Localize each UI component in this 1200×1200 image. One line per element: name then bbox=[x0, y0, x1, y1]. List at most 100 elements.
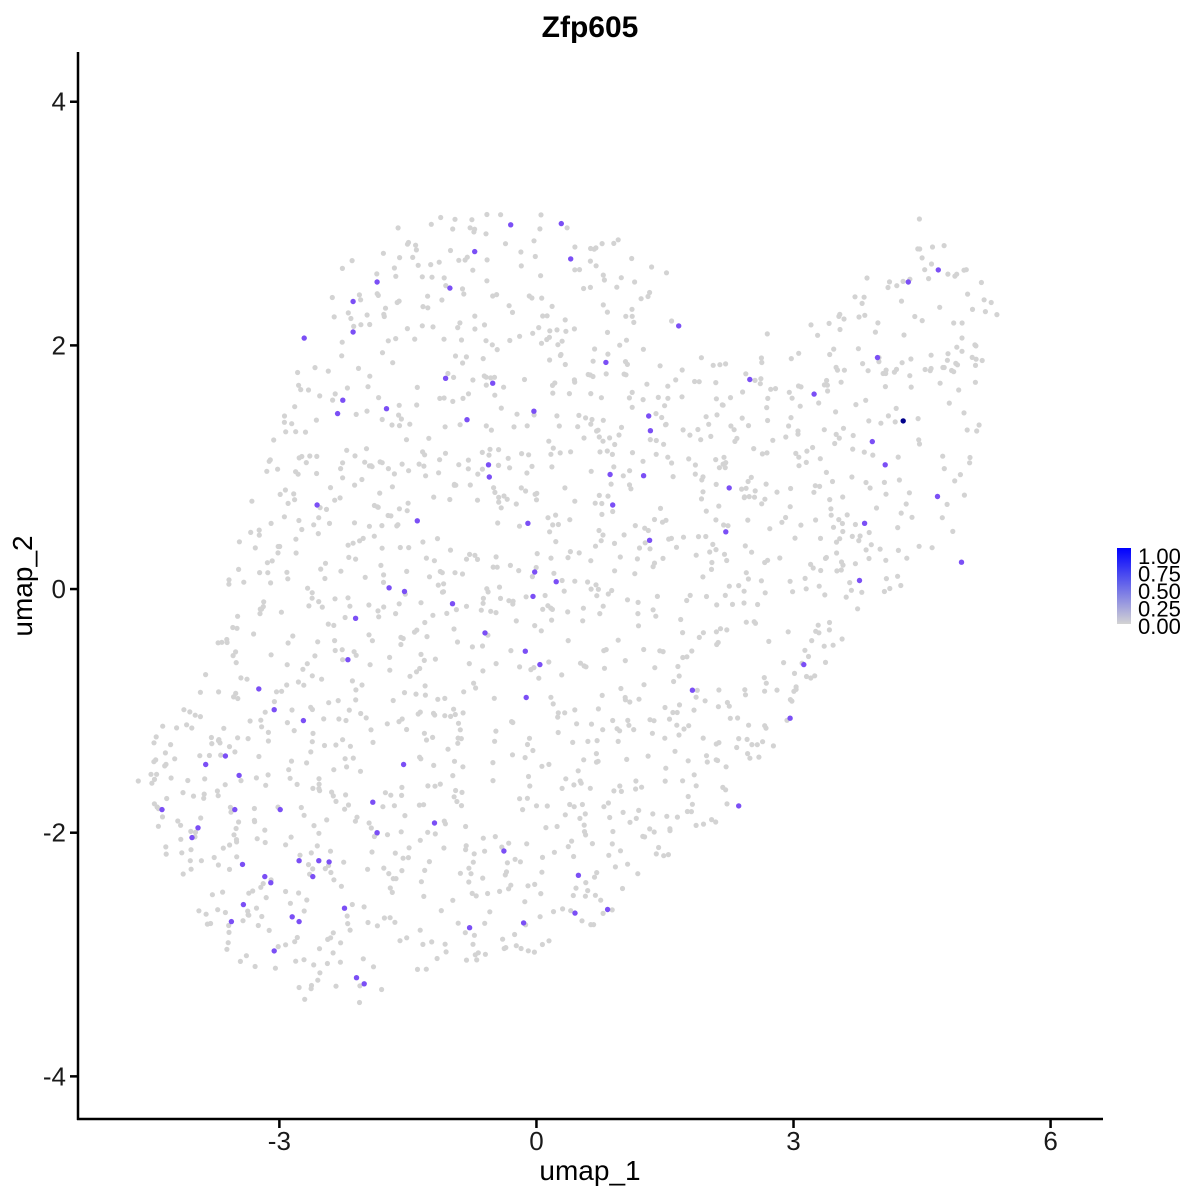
cell-point bbox=[524, 841, 530, 847]
cell-point bbox=[600, 302, 606, 308]
cell-point bbox=[742, 543, 748, 549]
cell-point bbox=[489, 342, 495, 348]
cell-point bbox=[581, 757, 587, 763]
expressing-cell-point bbox=[239, 861, 246, 868]
cell-point bbox=[345, 802, 352, 808]
cell-point bbox=[802, 647, 808, 653]
colorbar-legend: 1.000.750.500.250.00 bbox=[1117, 544, 1181, 639]
expressing-cell-point bbox=[340, 397, 346, 403]
expressing-cell-point bbox=[508, 222, 514, 228]
cell-point bbox=[954, 271, 960, 277]
cell-point bbox=[233, 649, 239, 655]
cell-point bbox=[487, 446, 493, 452]
cell-point bbox=[327, 848, 334, 854]
cell-point bbox=[599, 241, 605, 247]
cell-point bbox=[275, 944, 281, 950]
cell-point bbox=[422, 692, 428, 698]
cell-point bbox=[572, 498, 578, 504]
expressing-cell-point bbox=[326, 859, 332, 865]
cell-point bbox=[696, 634, 702, 641]
cell-point bbox=[236, 566, 242, 573]
cell-point bbox=[974, 428, 980, 434]
cell-point bbox=[654, 593, 661, 600]
expressing-cell-point bbox=[341, 905, 348, 911]
cell-point bbox=[599, 500, 605, 507]
cell-point bbox=[283, 888, 289, 895]
cell-point bbox=[746, 722, 752, 728]
cell-point bbox=[765, 395, 771, 401]
cell-point bbox=[399, 792, 405, 799]
cell-point bbox=[216, 689, 222, 695]
expressing-cell-point bbox=[350, 298, 356, 305]
cell-point bbox=[331, 622, 337, 629]
cell-point bbox=[634, 556, 641, 562]
cell-point bbox=[582, 811, 588, 817]
cell-point bbox=[460, 764, 466, 770]
cell-point bbox=[404, 326, 410, 332]
cell-point bbox=[357, 983, 363, 989]
cell-point bbox=[625, 861, 631, 867]
cell-point bbox=[465, 457, 471, 463]
cell-point bbox=[508, 648, 514, 654]
cell-point bbox=[774, 489, 780, 495]
cell-point bbox=[569, 838, 575, 844]
cell-point bbox=[568, 908, 574, 914]
cell-point bbox=[557, 352, 564, 359]
cell-point bbox=[837, 536, 843, 542]
cell-point bbox=[458, 803, 465, 809]
expressing-cell-point bbox=[228, 918, 235, 925]
cell-point bbox=[284, 682, 290, 688]
cell-point bbox=[421, 657, 427, 664]
cell-point bbox=[736, 736, 742, 742]
cell-point bbox=[551, 570, 557, 576]
cell-point bbox=[258, 717, 264, 723]
cell-point bbox=[599, 692, 605, 699]
cell-point bbox=[570, 739, 576, 746]
cell-point bbox=[227, 804, 233, 810]
cell-point bbox=[309, 706, 315, 713]
cell-point bbox=[752, 488, 758, 494]
cell-point bbox=[817, 535, 824, 542]
cell-point bbox=[494, 564, 500, 570]
cell-point bbox=[600, 532, 606, 538]
cell-point bbox=[215, 793, 221, 799]
cell-point bbox=[529, 574, 536, 580]
cell-point bbox=[316, 776, 322, 782]
cell-point bbox=[188, 828, 194, 835]
cell-point bbox=[201, 791, 207, 797]
cell-point bbox=[745, 751, 751, 757]
cell-point bbox=[609, 451, 616, 457]
cell-point bbox=[451, 481, 457, 487]
cell-point bbox=[783, 514, 789, 521]
cell-point bbox=[314, 470, 320, 477]
cell-point bbox=[348, 315, 354, 322]
cell-point bbox=[442, 941, 448, 947]
cell-point bbox=[419, 274, 425, 280]
cell-point bbox=[724, 699, 731, 706]
cell-point bbox=[349, 258, 355, 264]
cell-point bbox=[620, 809, 626, 816]
cell-point bbox=[629, 450, 636, 456]
cell-point bbox=[399, 784, 405, 791]
cell-point bbox=[387, 885, 393, 891]
cell-point bbox=[716, 465, 723, 471]
cell-point bbox=[790, 589, 796, 595]
cell-point bbox=[618, 788, 625, 795]
cell-point bbox=[325, 621, 331, 627]
expressing-cell-point bbox=[189, 834, 195, 841]
cell-point bbox=[436, 259, 442, 265]
cell-point bbox=[607, 814, 613, 821]
cell-point bbox=[291, 491, 297, 497]
cell-point bbox=[442, 450, 449, 456]
cell-point bbox=[596, 527, 602, 534]
cell-point bbox=[576, 550, 582, 556]
cell-point bbox=[915, 416, 921, 422]
cell-point bbox=[513, 501, 519, 507]
cell-point bbox=[559, 577, 565, 584]
cell-point bbox=[463, 823, 469, 830]
cell-point bbox=[288, 834, 294, 840]
cell-point bbox=[403, 437, 410, 443]
cell-point bbox=[803, 459, 809, 465]
cell-point bbox=[298, 387, 304, 393]
cell-point bbox=[498, 212, 504, 218]
